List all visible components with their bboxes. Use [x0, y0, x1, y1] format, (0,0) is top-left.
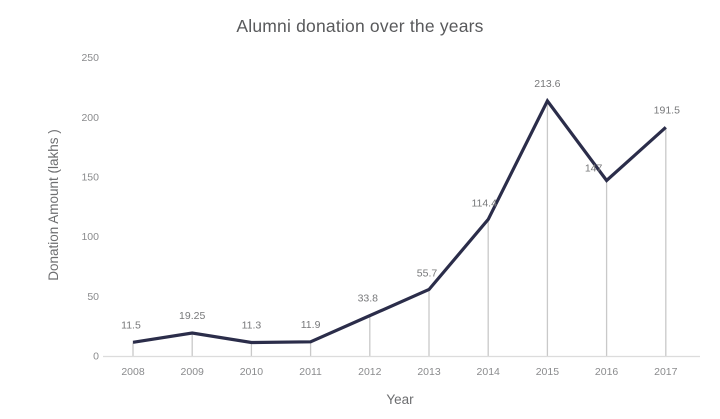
data-point-labels: 11.5 19.25 11.3 11.9 33.8 55.7 114.4 213.6 147 19…: [121, 78, 680, 332]
x-axis-title: Year: [386, 392, 414, 407]
donation-series-line: [132, 97, 667, 345]
x-tick-label: 2017: [654, 366, 678, 378]
data-point-label: 33.8: [358, 293, 379, 305]
x-tick-label: 2015: [536, 366, 560, 378]
y-tick-label: 100: [81, 231, 99, 243]
y-tick-label: 150: [81, 172, 99, 184]
x-tick-label: 2016: [595, 366, 619, 378]
data-point-label: 11.3: [242, 320, 262, 332]
drop-lines-group: [132, 100, 667, 356]
data-point-label: 147: [585, 162, 603, 174]
y-tick-label: 0: [93, 351, 99, 363]
data-point-label: 11.5: [121, 319, 141, 331]
y-tick-label: 200: [81, 112, 99, 124]
data-point-label: 11.9: [301, 319, 321, 331]
x-tick-label: 2013: [417, 366, 441, 378]
x-tick-label: 2010: [240, 366, 264, 378]
x-tick-label: 2011: [299, 366, 322, 378]
y-axis-tick-labels: 0 50 100 150 200 250: [81, 52, 99, 363]
x-tick-label: 2012: [358, 366, 382, 378]
y-axis-title: Donation Amount (lakhs ): [46, 129, 61, 281]
x-axis-tick-labels: 2008 2009 2010 2011 2012 2013 2014 2015 2016 2017: [121, 366, 677, 378]
x-tick-label: 2014: [477, 366, 501, 378]
data-point-label: 55.7: [417, 267, 438, 279]
data-point-label: 191.5: [654, 104, 680, 116]
data-point-label: 213.6: [534, 78, 560, 90]
chart-title: Alumni donation over the years: [236, 16, 483, 36]
data-point-label: 19.25: [179, 310, 205, 322]
y-tick-label: 250: [81, 52, 99, 64]
x-tick-label: 2008: [121, 366, 145, 378]
data-point-label: 114.4: [471, 197, 497, 209]
y-tick-label: 50: [87, 291, 99, 303]
x-tick-label: 2009: [181, 366, 205, 378]
